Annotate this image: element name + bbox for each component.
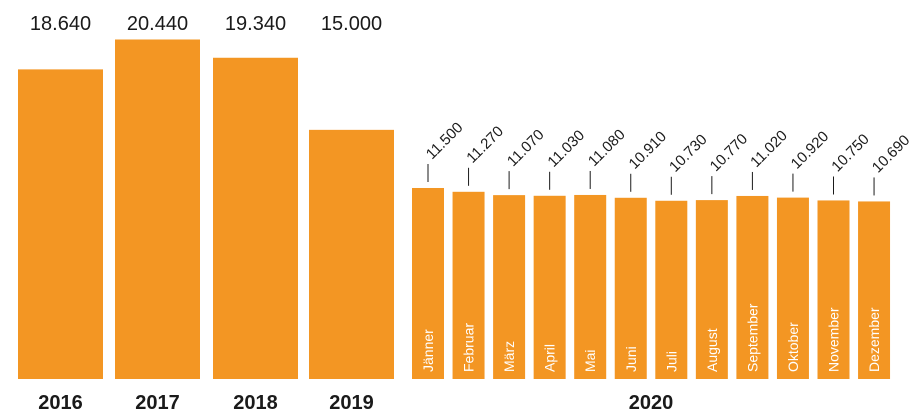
bar-month-4 <box>533 195 566 379</box>
value-label-month-8: 10.770 <box>707 130 751 174</box>
bar-2018 <box>213 57 298 379</box>
month-name-3: März <box>501 341 517 372</box>
value-label-month-1: 11.500 <box>423 119 467 163</box>
category-label-2017: 2017 <box>135 392 180 413</box>
month-name-2: Februar <box>461 323 477 372</box>
value-label-month-3: 11.070 <box>504 126 548 170</box>
bar-month-9 <box>736 195 769 379</box>
value-label-2016: 18.640 <box>30 13 91 35</box>
bar-month-8 <box>695 200 728 379</box>
bar-2017 <box>115 39 200 379</box>
bar-month-11 <box>817 200 850 379</box>
month-name-4: April <box>542 344 558 372</box>
month-name-6: Juni <box>623 346 639 372</box>
value-label-2019: 15.000 <box>321 13 382 35</box>
month-name-10: Oktober <box>785 322 801 372</box>
bar-month-3 <box>493 195 526 379</box>
category-label-2019: 2019 <box>329 392 374 413</box>
month-name-8: August <box>704 328 720 372</box>
bar-month-1 <box>412 187 444 379</box>
month-name-7: Juli <box>663 351 679 372</box>
value-label-month-5: 11.080 <box>585 126 629 170</box>
value-label-month-4: 11.030 <box>544 127 588 171</box>
bar-month-5 <box>574 194 607 379</box>
bar-month-10 <box>776 197 809 379</box>
value-label-month-10: 10.920 <box>788 128 832 172</box>
value-label-month-6: 10.910 <box>626 128 670 172</box>
month-name-9: September <box>744 303 760 372</box>
value-label-month-9: 11.020 <box>747 127 791 171</box>
month-name-11: November <box>826 307 842 372</box>
value-label-month-11: 10.750 <box>828 131 872 175</box>
bar-month-7 <box>655 200 688 379</box>
bar-2019 <box>309 129 394 379</box>
category-label-2020: 2020 <box>629 392 674 413</box>
category-label-2016: 2016 <box>38 392 83 413</box>
value-label-month-7: 10.730 <box>666 131 710 175</box>
value-label-2018: 19.340 <box>225 13 286 35</box>
month-name-1: Jänner <box>420 329 436 372</box>
bar-2016 <box>18 69 103 380</box>
month-name-12: Dezember <box>866 307 882 372</box>
bar-month-12 <box>858 201 891 379</box>
value-label-2017: 20.440 <box>127 13 188 35</box>
month-name-5: Mai <box>582 349 598 372</box>
value-label-month-12: 10.690 <box>869 132 911 176</box>
value-label-month-2: 11.270 <box>463 123 507 167</box>
category-label-2018: 2018 <box>233 392 278 413</box>
bar-month-2 <box>452 191 485 379</box>
bar-month-6 <box>614 197 647 379</box>
